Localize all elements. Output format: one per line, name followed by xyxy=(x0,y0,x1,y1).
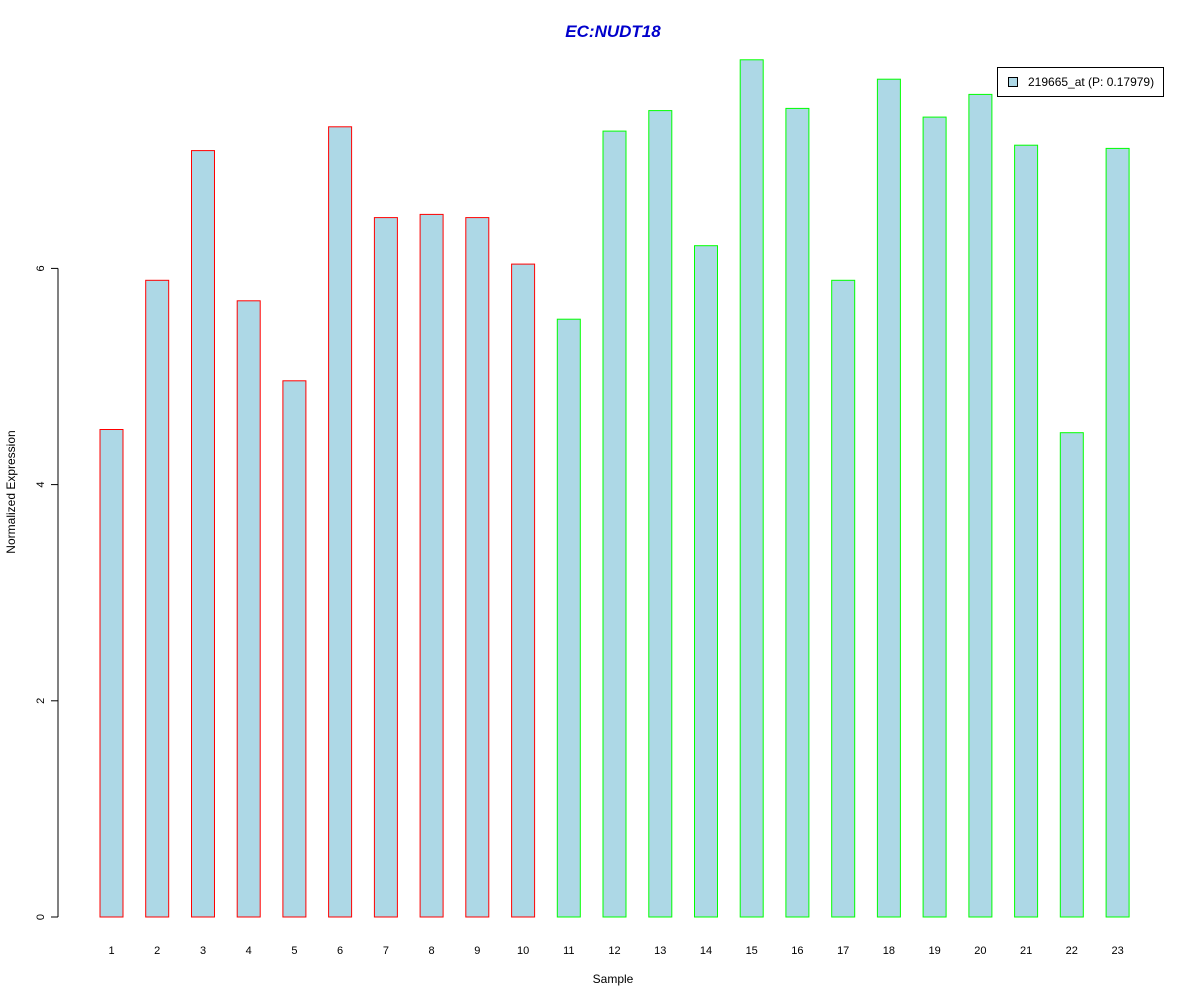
bar-3 xyxy=(191,150,215,918)
bar-15 xyxy=(739,59,764,918)
bar-6 xyxy=(328,126,353,918)
legend-box xyxy=(997,67,1164,97)
bar-18 xyxy=(876,78,901,918)
bar-22 xyxy=(1059,432,1084,918)
bar-7 xyxy=(373,217,398,918)
bar-13 xyxy=(648,110,673,918)
x-tick-label-11: 11 xyxy=(563,945,574,957)
bar-21 xyxy=(1014,144,1039,918)
bar-23 xyxy=(1105,147,1130,918)
x-tick-label-1: 1 xyxy=(108,945,114,957)
legend: 219665_at (P: 0.17979) xyxy=(997,67,1164,97)
bar-1 xyxy=(99,429,124,918)
x-tick-label-18: 18 xyxy=(883,945,895,957)
y-tick-label-4: 4 xyxy=(35,482,47,488)
bar-8 xyxy=(419,213,444,918)
bar-12 xyxy=(602,130,627,918)
bar-14 xyxy=(694,245,718,918)
bar-11 xyxy=(556,318,581,918)
y-axis-label: Normalized Expression xyxy=(4,430,18,553)
x-tick-label-14: 14 xyxy=(700,945,712,957)
bars xyxy=(99,59,1130,918)
x-tick-label-13: 13 xyxy=(654,945,666,957)
bar-2 xyxy=(145,279,170,918)
y-tick-label-0: 0 xyxy=(35,914,47,920)
x-tick-label-3: 3 xyxy=(200,945,206,957)
x-tick-label-23: 23 xyxy=(1111,945,1123,957)
bar-19 xyxy=(922,116,947,918)
bar-4 xyxy=(236,300,261,918)
x-tick-label-21: 21 xyxy=(1020,945,1032,957)
x-tick-label-19: 19 xyxy=(928,945,940,957)
bar-17 xyxy=(831,279,856,918)
x-tick-label-12: 12 xyxy=(608,945,620,957)
bar-9 xyxy=(465,217,490,918)
y-axis: 0 2 4 6 xyxy=(35,265,59,920)
legend-label: 219665_at (P: 0.17979) xyxy=(1028,75,1154,89)
x-tick-label-7: 7 xyxy=(383,945,389,957)
x-tick-label-20: 20 xyxy=(974,945,986,957)
x-axis-label: Sample xyxy=(593,972,634,986)
x-tick-label-5: 5 xyxy=(291,945,297,957)
legend-swatch xyxy=(1008,77,1018,87)
bar-5 xyxy=(282,380,307,918)
x-tick-label-15: 15 xyxy=(746,945,758,957)
x-tick-label-4: 4 xyxy=(246,945,252,957)
x-tick-label-16: 16 xyxy=(791,945,803,957)
x-tick-label-2: 2 xyxy=(154,945,160,957)
x-axis-labels: 1 2 3 4 5 6 7 8 9 10 11 12 13 14 15 16 17 18 19 20 21 22 23 xyxy=(108,945,1123,957)
y-tick-label-2: 2 xyxy=(35,698,47,704)
chart-title: EC:NUDT18 xyxy=(565,22,661,41)
bar-10 xyxy=(511,263,536,918)
bar-20 xyxy=(968,93,993,918)
y-tick-label-6: 6 xyxy=(35,265,47,271)
x-tick-label-22: 22 xyxy=(1066,945,1078,957)
x-tick-label-9: 9 xyxy=(474,945,480,957)
x-tick-label-8: 8 xyxy=(429,945,435,957)
bar-16 xyxy=(785,107,810,918)
x-tick-label-10: 10 xyxy=(517,945,529,957)
x-tick-label-17: 17 xyxy=(837,945,849,957)
x-tick-label-6: 6 xyxy=(337,945,343,957)
